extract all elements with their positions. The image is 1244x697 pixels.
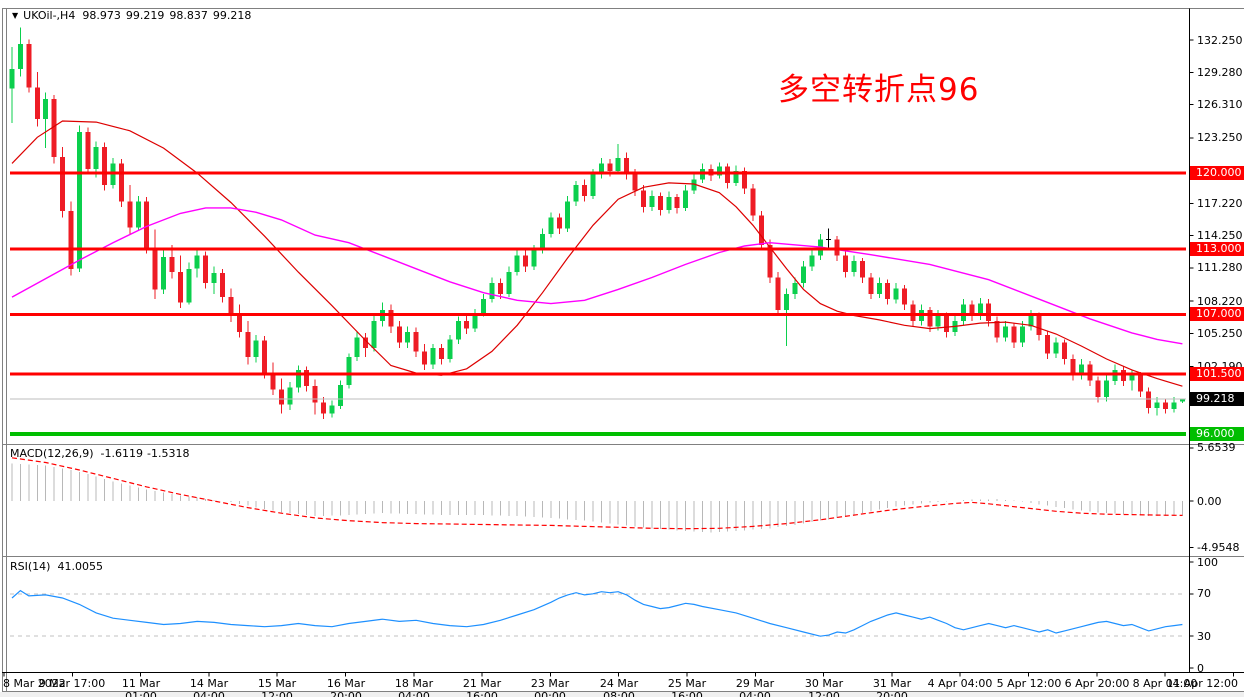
rsi-indicator-label: RSI(14) 41.0055 xyxy=(10,560,103,573)
macd-axis-label: 5.6539 xyxy=(1197,441,1236,454)
price-axis-label: 126.310 xyxy=(1197,98,1243,111)
rsi-value: 41.0055 xyxy=(57,560,103,573)
macd-value-signal: -1.5318 xyxy=(147,447,190,460)
time-axis-label[interactable]: 11 Apr 12:00 xyxy=(1166,677,1238,690)
price-axis-badge: 96.000 xyxy=(1190,427,1244,441)
time-axis-label[interactable]: 9 Mar 17:00 xyxy=(38,677,106,690)
price-axis-label: 111.280 xyxy=(1197,261,1243,274)
price-axis-badge: 120.000 xyxy=(1190,166,1244,180)
macd-value-main: -1.6119 xyxy=(100,447,144,460)
price-axis-label: 117.220 xyxy=(1197,197,1243,210)
time-axis-label[interactable]: 24 Mar 08:00 xyxy=(599,677,639,697)
rsi-axis-label: 30 xyxy=(1197,630,1211,643)
macd-name: MACD(12,26,9) xyxy=(10,447,94,460)
time-axis-label[interactable]: 6 Apr 20:00 xyxy=(1064,677,1130,690)
price-axis-badge: 107.000 xyxy=(1190,307,1244,321)
price-axis-badge: 113.000 xyxy=(1190,242,1244,256)
time-axis-label[interactable]: 15 Mar 12:00 xyxy=(257,677,297,697)
price-axis-badge: 101.500 xyxy=(1190,367,1244,381)
price-axis-label: 123.250 xyxy=(1197,131,1243,144)
time-axis-label[interactable]: 8 Mar 2022 xyxy=(3,677,66,690)
chevron-down-icon[interactable]: ▼ xyxy=(12,11,19,20)
price-axis-label: 108.220 xyxy=(1197,295,1243,308)
time-axis-label[interactable]: 16 Mar 20:00 xyxy=(326,677,366,697)
ohlc-high: 99.219 xyxy=(125,9,165,22)
macd-indicator-label: MACD(12,26,9) -1.6119 -1.5318 xyxy=(10,447,189,460)
price-axis-label: 105.250 xyxy=(1197,327,1243,340)
time-axis-label[interactable]: 25 Mar 16:00 xyxy=(667,677,707,697)
macd-axis-label: 0.00 xyxy=(1197,495,1222,508)
time-axis-label[interactable]: 8 Apr 04:00 xyxy=(1132,677,1198,690)
time-axis-label[interactable]: 23 Mar 00:00 xyxy=(530,677,570,697)
time-axis-label[interactable]: 21 Mar 16:00 xyxy=(462,677,502,697)
macd-axis-label: -4.9548 xyxy=(1197,541,1240,554)
symbol-period-label: UKOil-,H4 xyxy=(23,9,76,22)
ohlc-close: 99.218 xyxy=(212,9,252,22)
ohlc-low: 98.837 xyxy=(169,9,208,22)
time-axis-label[interactable]: 31 Mar 20:00 xyxy=(872,677,912,697)
ohlc-open: 98.973 xyxy=(82,9,121,22)
price-axis-badge: 99.218 xyxy=(1190,392,1244,406)
rsi-axis-label: 70 xyxy=(1197,587,1211,600)
time-axis-label[interactable]: 5 Apr 12:00 xyxy=(996,677,1062,690)
time-axis-label[interactable]: 29 Mar 04:00 xyxy=(735,677,775,697)
price-axis-label: 114.250 xyxy=(1197,229,1243,242)
price-axis-label: 132.250 xyxy=(1197,34,1243,47)
time-axis-label[interactable]: 18 Mar 04:00 xyxy=(394,677,434,697)
chart-title-bar: ▼ UKOil-,H4 98.973 99.219 98.837 99.218 xyxy=(12,9,251,23)
price-axis-label: 129.280 xyxy=(1197,66,1243,79)
time-axis-label[interactable]: 14 Mar 04:00 xyxy=(189,677,229,697)
rsi-axis-label: 100 xyxy=(1197,556,1218,569)
rsi-axis-label: 0 xyxy=(1197,662,1204,675)
time-axis-label[interactable]: 4 Apr 04:00 xyxy=(927,677,993,690)
text-annotation: 多空转折点96 xyxy=(778,72,980,108)
rsi-name: RSI(14) xyxy=(10,560,51,573)
time-axis-label[interactable]: 30 Mar 12:00 xyxy=(804,677,844,697)
time-axis-label[interactable]: 11 Mar 01:00 xyxy=(121,677,161,697)
